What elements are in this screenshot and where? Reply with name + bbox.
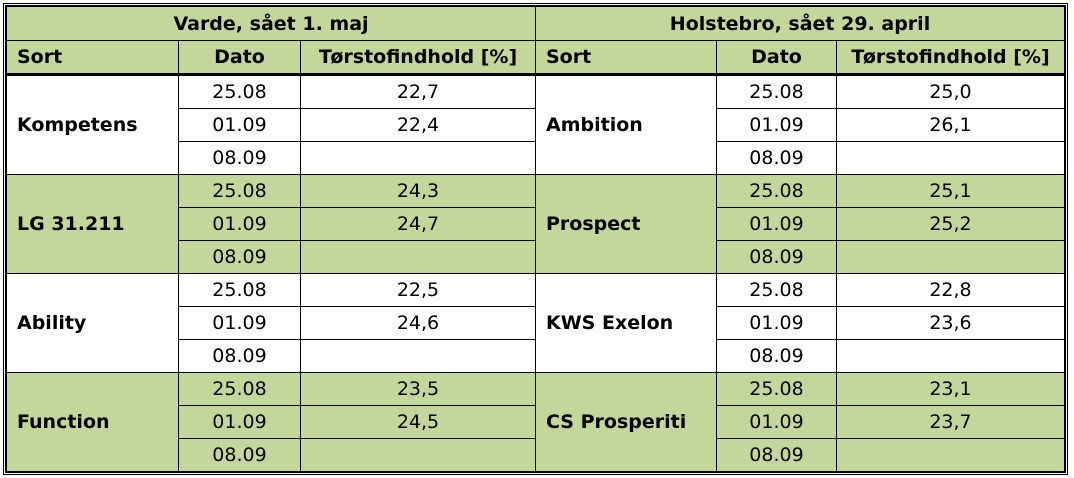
date-cell: 01.09: [716, 306, 837, 340]
table-row: Function 25.08 23,5 CS Prosperiti 25.08 23,1: [6, 372, 1065, 472]
value-cell: 24,3: [300, 174, 536, 208]
table-row: Kompetens 25.08 22,7 Ambition 25.08 25,0: [6, 74, 1065, 175]
date-cell: 25.08: [178, 174, 301, 208]
col-ts: Tørstofindhold [%]: [836, 40, 1065, 76]
value-cell: 22,8: [836, 273, 1065, 307]
value-cell: [836, 240, 1065, 274]
value-cell: 25,0: [836, 74, 1065, 109]
value-cell: 23,6: [836, 306, 1065, 340]
date-cell: 08.09: [716, 240, 837, 274]
value-cell: 22,5: [300, 273, 536, 307]
dry-matter-table: Varde, sået 1. maj Holstebro, sået 29. a…: [6, 6, 1065, 472]
value-cell: [300, 339, 536, 373]
variety-cell: Ability: [6, 273, 179, 373]
value-cell: 25,1: [836, 174, 1065, 208]
value-cell: 22,7: [300, 74, 536, 109]
date-cell: 08.09: [716, 339, 837, 373]
value-cell: 24,6: [300, 306, 536, 340]
variety-cell: Ambition: [535, 74, 717, 175]
variety-cell: Prospect: [535, 174, 717, 274]
date-cell: 08.09: [178, 339, 301, 373]
value-cell: 23,5: [300, 372, 536, 406]
date-cell: 08.09: [178, 240, 301, 274]
table-row: Ability 25.08 22,5 KWS Exelon 25.08 22,8: [6, 273, 1065, 373]
variety-cell: KWS Exelon: [535, 273, 717, 373]
table-row: 01.09 24,6 01.09 23,6: [7, 306, 1065, 340]
value-cell: 23,1: [836, 372, 1065, 406]
variety-cell: Kompetens: [6, 74, 179, 175]
date-cell: 01.09: [716, 405, 837, 439]
date-cell: 01.09: [178, 108, 301, 142]
value-cell: 24,7: [300, 207, 536, 241]
value-cell: [836, 141, 1065, 175]
value-cell: [300, 141, 536, 175]
date-cell: 01.09: [178, 405, 301, 439]
date-cell: 25.08: [716, 174, 837, 208]
variety-cell: Function: [6, 372, 179, 472]
date-cell: 25.08: [178, 74, 301, 109]
date-cell: 01.09: [716, 108, 837, 142]
value-cell: 23,7: [836, 405, 1065, 439]
date-cell: 01.09: [716, 207, 837, 241]
date-cell: 08.09: [178, 141, 301, 175]
date-cell: 01.09: [178, 207, 301, 241]
value-cell: 26,1: [836, 108, 1065, 142]
col-dato: Dato: [716, 40, 837, 76]
col-ts: Tørstofindhold [%]: [300, 40, 536, 76]
date-cell: 25.08: [178, 372, 301, 406]
date-cell: 25.08: [716, 273, 837, 307]
right-site-title: Holstebro, sået 29. april: [535, 6, 1065, 41]
date-cell: 08.09: [716, 141, 837, 175]
date-cell: 25.08: [716, 372, 837, 406]
col-sort: Sort: [6, 40, 179, 76]
data-table-frame: Varde, sået 1. maj Holstebro, sået 29. a…: [3, 3, 1068, 475]
date-cell: 25.08: [178, 273, 301, 307]
table-row: 08.09 08.09: [7, 339, 1065, 373]
date-cell: 08.09: [178, 438, 301, 472]
table-row: 01.09 22,4 01.09 26,1: [7, 108, 1065, 142]
table-row: 08.09 08.09: [7, 141, 1065, 175]
value-cell: [300, 240, 536, 274]
date-cell: 08.09: [716, 438, 837, 472]
date-cell: 25.08: [716, 74, 837, 109]
value-cell: 22,4: [300, 108, 536, 142]
value-cell: 25,2: [836, 207, 1065, 241]
table-row: LG 31.211 25.08 24,3 Prospect 25.08 25,1: [6, 174, 1065, 274]
left-site-title: Varde, sået 1. maj: [6, 6, 536, 41]
col-sort: Sort: [535, 40, 717, 76]
variety-cell: CS Prosperiti: [535, 372, 717, 472]
value-cell: [836, 339, 1065, 373]
variety-cell: LG 31.211: [6, 174, 179, 274]
value-cell: [836, 438, 1065, 472]
value-cell: [300, 438, 536, 472]
value-cell: 24,5: [300, 405, 536, 439]
date-cell: 01.09: [178, 306, 301, 340]
col-dato: Dato: [178, 40, 301, 76]
